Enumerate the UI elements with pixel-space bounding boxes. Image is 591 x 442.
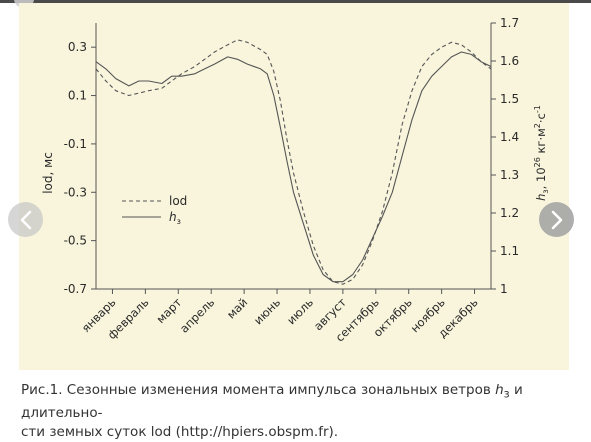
left-tick-label: -0.7 <box>64 282 87 296</box>
next-slide-button[interactable] <box>539 202 574 237</box>
right-tick-label: 1 <box>500 282 508 296</box>
right-tick-label: 1.6 <box>500 54 519 68</box>
chart-axes <box>95 23 492 290</box>
x-tick-label: май <box>224 295 250 321</box>
series-line-lod <box>95 39 492 285</box>
right-axis-label-sub: з <box>541 189 550 193</box>
right-tick-label: 1.5 <box>500 92 519 106</box>
legend-label: hз <box>169 210 181 226</box>
left-tick-label: -0.1 <box>64 137 87 151</box>
figure-panel <box>19 3 569 370</box>
top-bar <box>0 0 591 3</box>
right-tick-label: 1.3 <box>500 168 519 182</box>
legend-label-sub: з <box>177 217 181 226</box>
right-axis-label-unit: , 10 <box>534 167 548 189</box>
caption-line2: сти земных суток lod (http://hpiers.obsp… <box>21 423 339 440</box>
right-axis-label-exp3: -1 <box>533 105 542 113</box>
right-tick-label: 1.4 <box>500 130 519 144</box>
right-axis-label: hз, 1026 кг·м2·с-1 <box>533 105 550 201</box>
caption-prefix: Рис.1. Сезонные изменения момента импуль… <box>21 382 491 398</box>
caption-middle: и длительно- <box>21 382 523 421</box>
caption-symbol: h <box>495 382 504 398</box>
legend-label-text: h <box>169 210 177 224</box>
right-axis-label-exp: 26 <box>533 157 542 167</box>
left-tick-label: 0.1 <box>68 89 87 103</box>
right-tick-label: 1.2 <box>500 206 519 220</box>
legend-label-text: lod <box>169 194 187 208</box>
right-axis-ticks: 1 1.1 1.2 1.3 1.4 1.5 1.6 1.7 <box>491 16 519 296</box>
left-axis-ticks: 0.3 0.1 -0.1 -0.3 -0.5 -0.7 <box>64 40 96 296</box>
series-layer <box>95 39 492 285</box>
chevron-left-icon <box>20 210 31 229</box>
figure-caption: Рис.1. Сезонные изменения момента импуль… <box>21 381 569 442</box>
right-axis-label-exp2: 2 <box>533 123 542 128</box>
right-axis-label-symbol: h <box>534 194 548 201</box>
chart-legend: lod hз <box>122 194 187 226</box>
prev-slide-button[interactable] <box>8 202 43 237</box>
left-tick-label: -0.3 <box>64 185 87 199</box>
left-tick-label: 0.3 <box>68 40 87 54</box>
chevron-right-icon <box>551 210 562 229</box>
caption-symbol-sub: з <box>503 387 510 401</box>
right-tick-label: 1.1 <box>500 244 519 258</box>
series-line-h <box>95 51 492 283</box>
legend-label: lod <box>169 194 187 208</box>
right-tick-label: 1.7 <box>500 16 519 30</box>
right-axis-label-tail2: ·с <box>534 113 548 123</box>
seasonal-chart: 0.30.1-0.1-0.3-0.5-0.7 11.11.21.31.41.51… <box>41 16 550 345</box>
x-tick-label: июнь <box>251 295 283 327</box>
x-tick-label: апрель <box>177 295 218 336</box>
left-tick-label: -0.5 <box>64 234 87 248</box>
right-axis-label-tail: кг·м <box>534 128 548 157</box>
left-axis-label: lod, мс <box>41 152 55 194</box>
